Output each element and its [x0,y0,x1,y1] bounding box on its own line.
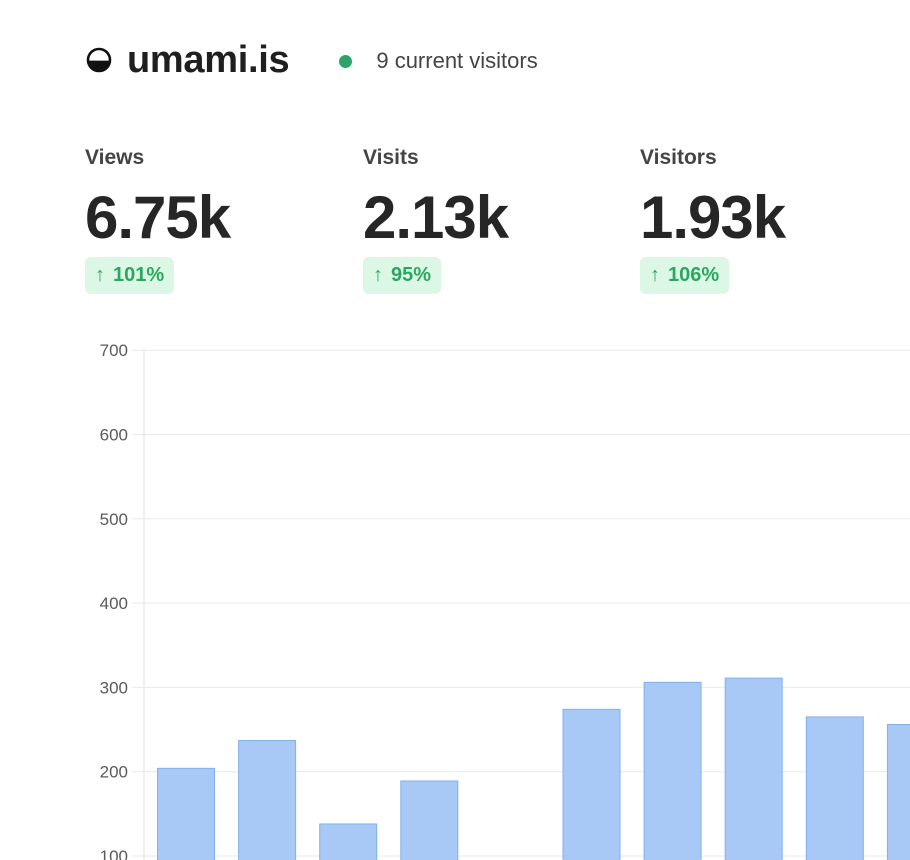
live-visitors-text: 9 current visitors [376,48,538,73]
chart-bar[interactable] [238,740,297,860]
chart-bar[interactable] [643,681,702,860]
live-visitors: 9 current visitors [339,48,538,74]
logo[interactable]: umami.is [85,38,290,82]
metric-label: Visits [363,146,419,169]
header: umami.is 9 current visitors [85,38,538,82]
y-tick-label: 500 [100,510,128,529]
arrow-up-icon: ↑ [95,264,105,286]
change-value: 106% [668,264,720,286]
metric-label: Views [85,146,145,169]
chart-bar[interactable] [886,723,910,860]
half-circle-logo-icon [86,47,112,73]
change-badge: ↑ 95% [363,257,442,294]
chart-bar[interactable] [805,716,864,860]
metric-visitors: Visitors 1.93k ↑ 106% [640,144,786,294]
y-tick-label: 700 [100,341,128,360]
y-tick-label: 300 [100,678,128,697]
arrow-up-icon: ↑ [650,264,660,286]
y-tick-label: 400 [100,594,128,613]
chart-bar[interactable] [724,677,783,860]
arrow-up-icon: ↑ [373,264,383,286]
metric-value: 6.75k [85,184,231,251]
change-badge: ↑ 101% [85,257,175,294]
live-status-dot [339,54,353,68]
metric-label: Visitors [640,146,717,169]
y-tick-label: 200 [100,763,128,782]
chart-bar[interactable] [400,780,459,860]
y-tick-label: 600 [100,426,128,445]
y-tick-label: 100 [100,847,128,860]
metric-views: Views 6.75k ↑ 101% [85,144,231,294]
change-value: 101% [113,264,165,286]
chart-bar[interactable] [562,708,621,860]
chart-bar[interactable] [319,823,378,860]
metric-visits: Visits 2.13k ↑ 95% [363,144,509,294]
change-value: 95% [391,264,432,286]
site-name: umami.is [127,38,290,81]
chart-bar[interactable] [157,767,215,860]
metric-value: 1.93k [640,184,786,251]
metric-value: 2.13k [363,184,509,251]
change-badge: ↑ 106% [640,257,730,294]
